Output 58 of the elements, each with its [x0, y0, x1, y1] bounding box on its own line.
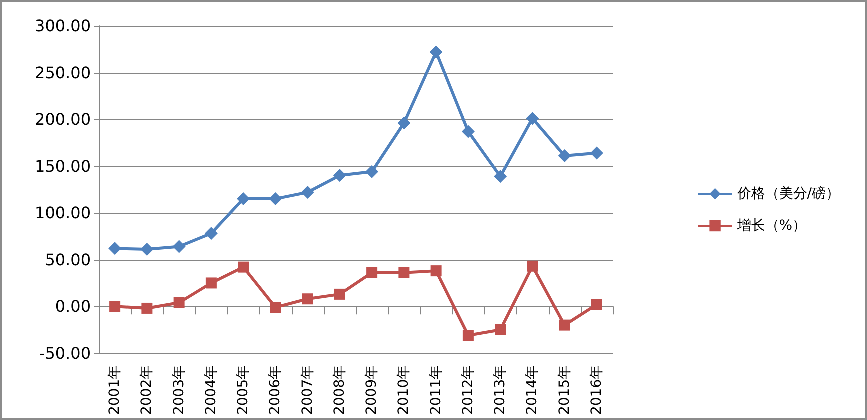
- x-tick-label: 2009年: [364, 365, 380, 416]
- y-tick-label: 150.00: [35, 156, 91, 176]
- point: [140, 243, 154, 256]
- point: [204, 227, 218, 240]
- point: [174, 297, 185, 308]
- y-tick-label: 100.00: [35, 204, 91, 223]
- point: [495, 324, 506, 336]
- point: [398, 116, 411, 130]
- x-tick-label: 2007年: [300, 365, 316, 416]
- point: [462, 330, 474, 342]
- point: [110, 301, 121, 312]
- point: [494, 170, 508, 184]
- x-tick-label: 2010年: [396, 365, 412, 416]
- point: [591, 299, 602, 310]
- point: [302, 294, 314, 305]
- point: [108, 242, 122, 256]
- point: [398, 267, 410, 278]
- x-tick-label: 2001年: [107, 365, 124, 416]
- point: [270, 302, 282, 314]
- x-tick-label: 2015年: [556, 365, 573, 416]
- point: [301, 186, 314, 199]
- x-tick-label: 2005年: [236, 365, 252, 416]
- point: [206, 278, 217, 289]
- point: [334, 288, 346, 300]
- x-tick-label: 2008年: [332, 365, 348, 416]
- point: [366, 267, 378, 278]
- x-tick-label: 2004年: [203, 365, 220, 416]
- legend-label: 增长（%）: [736, 218, 807, 234]
- point: [462, 125, 475, 138]
- point: [559, 320, 570, 331]
- point: [333, 169, 346, 182]
- y-tick-label: 250.00: [35, 63, 91, 82]
- point: [238, 262, 250, 273]
- point: [590, 146, 604, 160]
- legend-label: 价格（美分/磅）: [736, 186, 840, 202]
- x-tick-label: 2012年: [460, 365, 476, 416]
- point: [172, 240, 186, 254]
- point: [366, 165, 379, 178]
- point: [269, 192, 282, 206]
- point: [142, 302, 153, 314]
- y-tick-label: 50.00: [45, 250, 91, 270]
- y-tick-label: 300.00: [35, 16, 91, 36]
- x-tick-label: 2016年: [588, 365, 605, 416]
- point: [527, 260, 538, 272]
- y-tick-label: -50.00: [39, 344, 91, 363]
- y-tick-label: 0.00: [55, 297, 91, 316]
- point: [430, 46, 443, 59]
- point: [558, 150, 572, 163]
- point: [430, 266, 442, 277]
- x-tick-label: 2003年: [171, 365, 188, 416]
- x-tick-label: 2013年: [492, 365, 509, 416]
- point: [526, 112, 540, 126]
- x-tick-label: 2011年: [428, 365, 444, 416]
- x-tick-label: 2002年: [139, 365, 156, 416]
- y-tick-label: 200.00: [35, 110, 91, 130]
- x-tick-label: 2006年: [268, 365, 284, 416]
- x-tick-label: 2014年: [524, 365, 541, 416]
- point: [237, 192, 250, 206]
